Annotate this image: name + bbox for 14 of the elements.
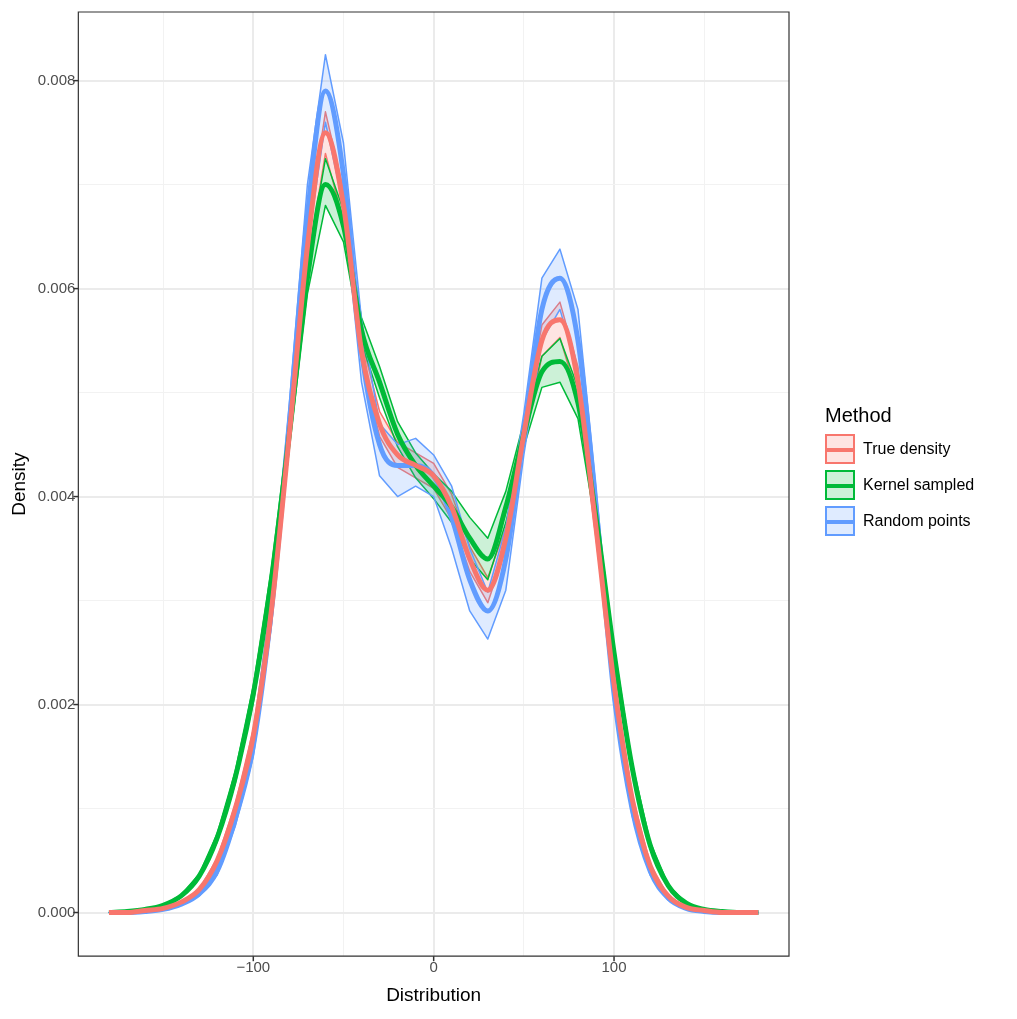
x-tick-label: 100: [601, 958, 627, 976]
y-tick-label: 0.006: [37, 278, 76, 296]
legend-label: True density: [863, 440, 951, 459]
x-axis-title: Distribution: [386, 983, 482, 1005]
y-tick-label: 0.002: [37, 694, 76, 712]
y-tick-label: 0.000: [37, 902, 76, 920]
legend-label: Random points: [863, 512, 971, 531]
legend-label: Kernel sampled: [863, 476, 975, 495]
x-tick-label: 0: [429, 958, 438, 976]
x-tick-label: −100: [236, 958, 271, 976]
legend-title: Method: [825, 404, 893, 428]
y-tick-label: 0.004: [37, 486, 76, 504]
y-axis-title: Density: [7, 451, 29, 516]
y-tick-label: 0.008: [37, 70, 76, 88]
